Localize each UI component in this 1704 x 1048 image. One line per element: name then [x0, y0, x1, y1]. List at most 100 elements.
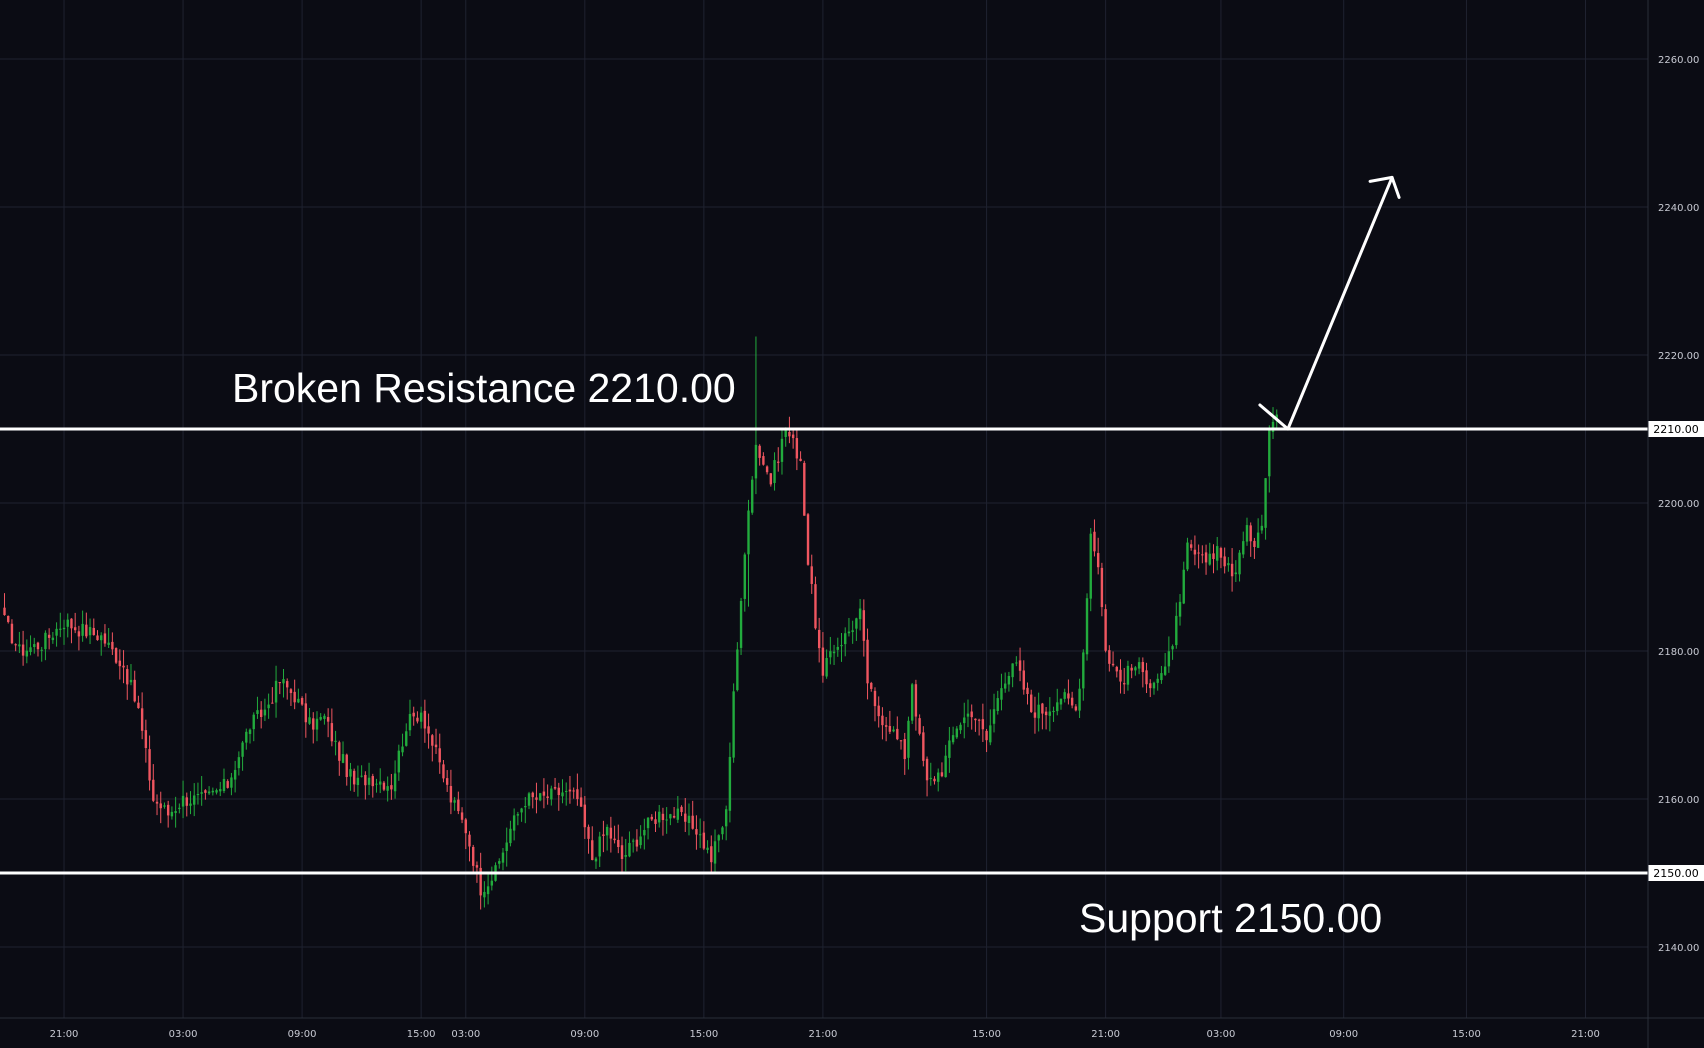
candle-body [25, 650, 29, 657]
candle-body [639, 836, 642, 846]
candle-body [178, 807, 181, 810]
candle-body [1067, 693, 1070, 699]
candle-body [944, 755, 947, 778]
candle-body [691, 815, 694, 829]
candle-body [1189, 544, 1193, 548]
candle-body [245, 731, 248, 743]
x-tick-label: 03:00 [451, 1029, 480, 1040]
candle-body [211, 790, 215, 793]
candle-body [977, 719, 981, 721]
candle-body [77, 631, 81, 637]
y-tick-label: 2160.00 [1658, 795, 1699, 806]
candle-body [542, 791, 546, 796]
candle-body [1093, 531, 1096, 552]
candle-body [1260, 525, 1264, 531]
candle-body [557, 787, 560, 796]
candle-body [981, 719, 985, 730]
candle-body [442, 764, 445, 779]
candle-body [561, 792, 564, 797]
candle-body [877, 705, 880, 717]
candle-body [1238, 552, 1241, 575]
candle-body [1115, 666, 1118, 672]
candle-body [724, 809, 728, 827]
candle-body [959, 724, 962, 731]
candle-body [7, 615, 10, 622]
candle-body [576, 789, 579, 800]
projection-arrow [1258, 175, 1401, 431]
candle-body [1041, 703, 1044, 714]
candle-body [1171, 646, 1174, 650]
candle-body [933, 778, 936, 782]
candle-body [777, 461, 780, 463]
candle-body [152, 779, 155, 801]
candle-body [375, 783, 378, 785]
candle-body [527, 793, 531, 806]
x-tick-label: 21:00 [1091, 1029, 1120, 1040]
candle-body [1216, 546, 1219, 561]
candle-body [1201, 554, 1204, 556]
candle-body [702, 832, 706, 849]
candle-body [736, 649, 739, 691]
candle-body [870, 682, 873, 689]
candle-body [356, 777, 360, 786]
candle-body [196, 793, 200, 795]
candle-body [810, 566, 813, 584]
candle-body [1137, 662, 1141, 669]
candle-body [1271, 421, 1275, 433]
candle-body [896, 728, 899, 740]
candle-body [312, 718, 315, 730]
candle-body [126, 669, 129, 685]
y-tick-label: 2180.00 [1658, 647, 1699, 658]
candle-body [951, 735, 955, 743]
candle-body [472, 846, 475, 866]
candle-body [613, 838, 616, 841]
candle-body [940, 772, 944, 777]
resistance-price-tag [1648, 421, 1704, 437]
support-price-tag-label: 2150.00 [1653, 867, 1699, 880]
candle-body [297, 698, 300, 703]
candle-body [583, 804, 587, 828]
candle-body [59, 628, 62, 630]
candle-body [475, 865, 479, 868]
candle-body [676, 808, 680, 820]
candle-body [423, 710, 427, 729]
candle-body [200, 792, 203, 794]
candle-body [1160, 673, 1163, 681]
candle-body [1074, 706, 1078, 711]
candle-body [252, 714, 255, 730]
candle-body [1022, 670, 1025, 690]
candle-body [166, 804, 170, 816]
candle-body [858, 608, 862, 620]
candle-body [174, 811, 177, 813]
candle-body [684, 813, 687, 822]
candle-body [47, 634, 51, 638]
candle-body [937, 772, 940, 782]
candle-body [1178, 601, 1182, 617]
candle-body [739, 600, 743, 648]
candle-body [762, 456, 765, 465]
candle-body [646, 817, 650, 829]
candle-body [669, 814, 672, 819]
candle-body [326, 717, 330, 722]
candle-body [1208, 553, 1211, 565]
candle-body [449, 786, 453, 803]
candle-body [122, 665, 125, 668]
candle-body [111, 641, 114, 650]
candle-body [33, 644, 36, 648]
x-tick-label: 21:00 [1571, 1029, 1600, 1040]
candle-body [18, 644, 21, 647]
candle-body [903, 739, 906, 760]
candle-body [710, 846, 713, 863]
candle-body [501, 852, 505, 863]
candle-body [892, 729, 895, 732]
candle-body [609, 827, 613, 839]
candle-body [1007, 676, 1011, 685]
candle-body [453, 800, 456, 803]
candle-body [1111, 663, 1115, 666]
candle-body [695, 829, 698, 835]
candle-body [96, 635, 99, 641]
candle-body [1037, 704, 1040, 719]
candle-body [360, 775, 363, 777]
candle-body [1018, 660, 1022, 671]
